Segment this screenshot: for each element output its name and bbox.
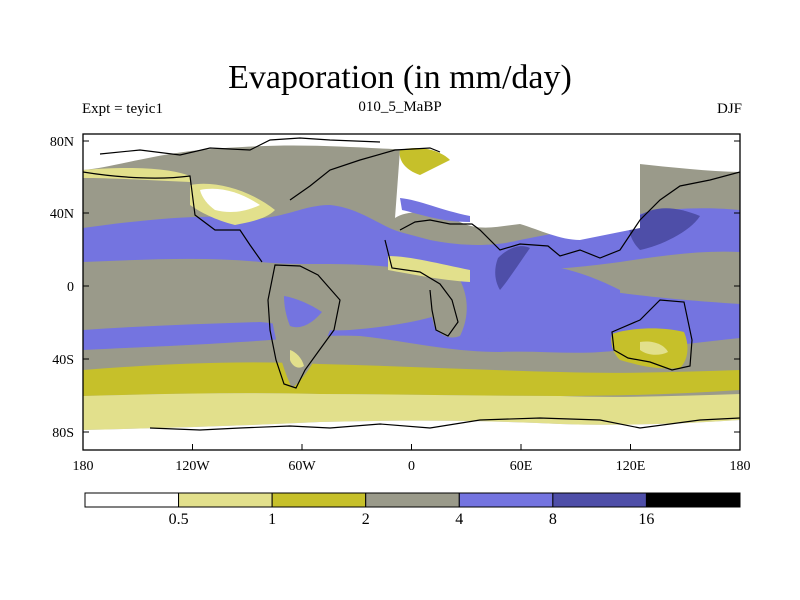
colorbar-level-label: 0.5 [169,511,189,528]
x-tick-label-60w: 60W [288,459,316,474]
band-north-america-low [200,188,260,213]
coast-australia [611,299,693,371]
colorbar-level-label: 2 [362,511,370,528]
colorbar: 0.5 1 2 4 8 16 [84,492,741,528]
x-tick-label-180e: 180 [730,459,751,474]
y-tick-label-40n: 40N [50,207,74,222]
band-arabian-high [495,246,530,290]
y-tick-label-80n: 80N [50,135,74,150]
coast-antarctica [149,417,740,431]
colorbar-level-label: 4 [455,511,463,528]
band-africa [390,262,467,338]
y-tick-marks [83,140,740,433]
x-tick-label-120e: 120E [616,459,646,474]
coast-eurasia [399,171,740,259]
colorbar-swatch [645,492,741,508]
y-tick-label-80s: 80S [52,426,74,441]
coast-africa [384,239,459,337]
colorbar-swatch [84,492,180,508]
map-title: Evaporation (in mm/day) [228,59,572,96]
x-tick-label-180w: 180 [73,459,94,474]
x-tick-label-120w: 120W [175,459,210,474]
colorbar-swatch [178,492,273,508]
coastlines [83,137,740,431]
coast-north-america [83,171,263,263]
band-south-midlat [83,362,740,396]
x-tick-marks [82,444,741,450]
y-tick-label-40s: 40S [52,353,74,368]
x-tick-label-60e: 60E [510,459,533,474]
colorbar-level-label: 1 [268,511,276,528]
evaporation-field [83,134,740,450]
colorbar-level-label: 8 [549,511,557,528]
coast-greenland [289,147,441,201]
colorbar-swatch [365,492,460,508]
band-north-polar [83,134,740,172]
season-label: DJF [716,101,742,117]
experiment-label: Expt = teyic1 [82,101,163,117]
band-australia-center [640,341,668,355]
band-amazon [284,296,322,328]
band-arctic-yellow [399,148,450,175]
time-period-label: 010_5_MaBP [358,99,442,115]
band-mediterranean [400,198,470,222]
band-patagonia [290,350,304,368]
colorbar-swatch [458,492,554,508]
y-tick-label-0: 0 [67,280,74,295]
band-sahara [388,256,470,282]
colorbar-swatch [552,492,647,508]
coast-south-america [267,264,341,389]
colorbar-swatch [271,492,367,508]
band-south-high-light [83,393,740,430]
band-indian-ocean [430,258,620,341]
x-tick-label-0: 0 [408,459,415,474]
band-nw-pacific-high [629,208,700,250]
colorbar-level-label: 16 [638,511,654,528]
coast-arctic [99,137,381,156]
